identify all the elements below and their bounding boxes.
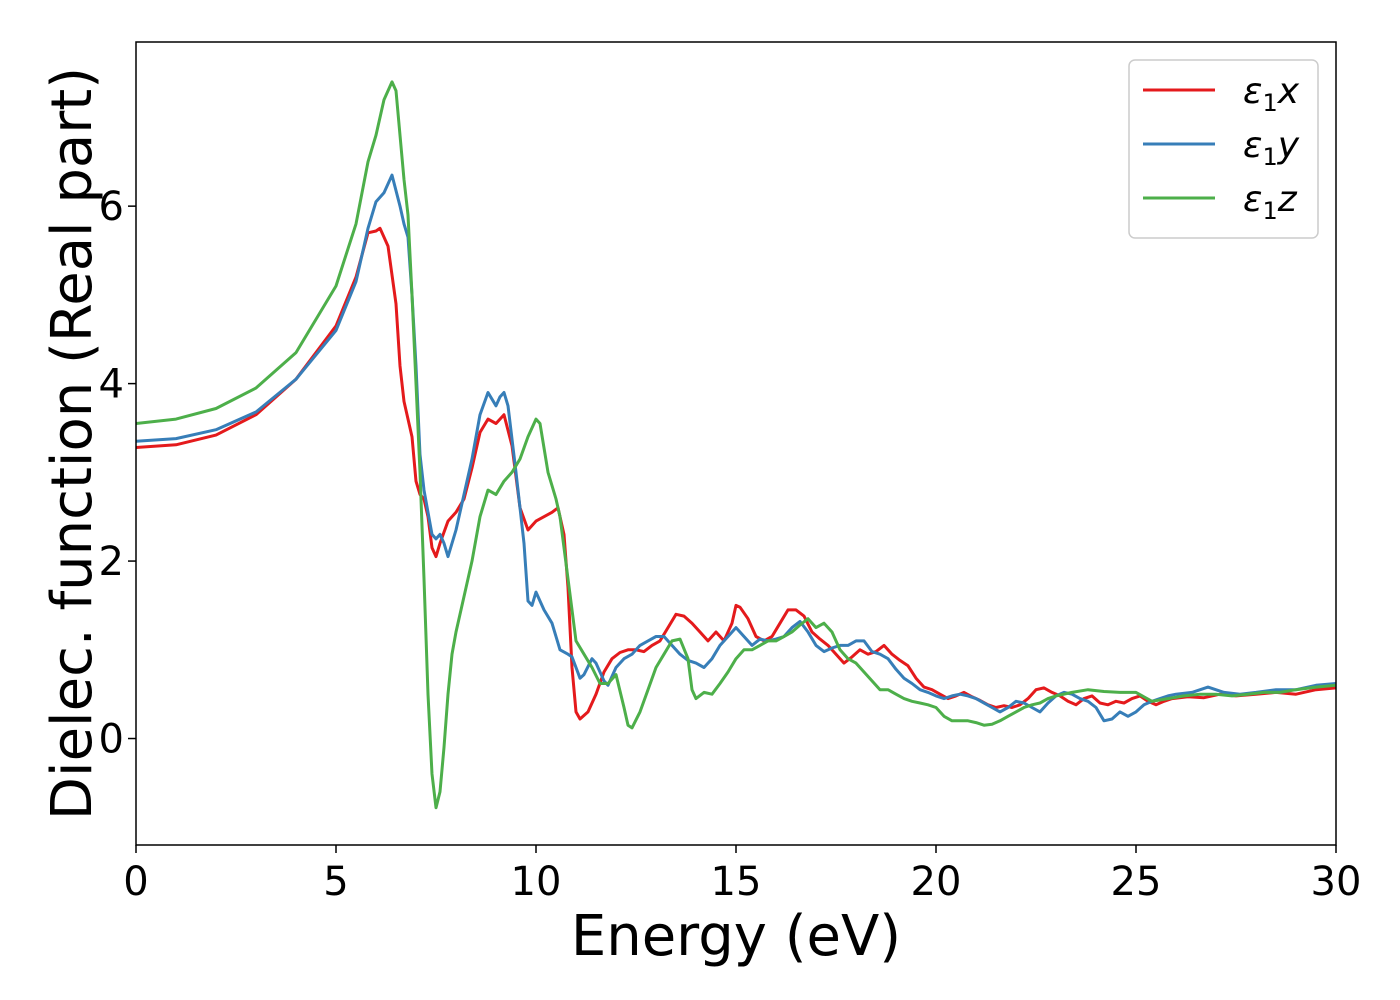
x-tick-label: 10: [511, 859, 562, 905]
legend-box: [1128, 59, 1319, 239]
series-line-y: [136, 173, 1336, 723]
legend-label-z: ε1z: [1243, 179, 1298, 225]
series-line-x: [136, 226, 1336, 721]
series-layer: [136, 80, 1336, 810]
x-axis-label: Energy (eV): [571, 904, 901, 969]
ticks-layer: 0 5 10 15 20 25 30 0 2 4 6: [99, 184, 1362, 905]
legend-label-y: ε1y: [1243, 125, 1300, 171]
legend: ε1x ε1y ε1z: [1128, 59, 1319, 239]
y-axis-label: Dielec. function (Real part): [40, 67, 105, 820]
series-line-z: [136, 80, 1336, 810]
x-tick-label: 5: [323, 859, 348, 905]
x-tick-label: 25: [1111, 859, 1162, 905]
y-tick-label: 4: [99, 362, 124, 408]
y-tick-label: 2: [99, 539, 124, 585]
x-tick-label: 0: [123, 859, 148, 905]
x-tick-label: 30: [1311, 859, 1362, 905]
legend-label-x: ε1x: [1243, 71, 1300, 117]
y-tick-label: 0: [99, 717, 124, 763]
y-tick-label: 6: [99, 184, 124, 230]
x-tick-label: 20: [911, 859, 962, 905]
x-tick-label: 15: [711, 859, 762, 905]
